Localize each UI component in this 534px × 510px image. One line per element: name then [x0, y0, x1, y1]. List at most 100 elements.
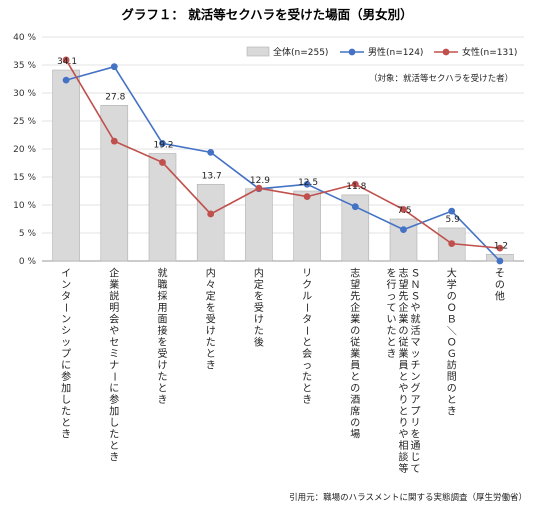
- category-label-char: 就: [411, 313, 421, 326]
- category-label-char: と: [302, 383, 312, 395]
- category-label-char: 望: [399, 278, 409, 291]
- category-label-char: グ: [411, 382, 421, 395]
- bar: [196, 183, 225, 262]
- legend: 全体(n=255) 男性(n=124) 女性(n=131): [246, 46, 517, 58]
- line-point: [159, 140, 166, 147]
- category-label-char: Ｇ: [447, 349, 457, 360]
- category-label-char: ー: [60, 303, 71, 313]
- category-label-char: と: [61, 417, 71, 429]
- category-label-char: 企: [350, 301, 360, 314]
- category-label-char: や: [399, 429, 409, 441]
- category-label-char: 会: [302, 347, 312, 360]
- category-label-char: た: [109, 429, 119, 441]
- category-label-char: 志: [399, 267, 409, 280]
- line-point: [110, 137, 118, 145]
- category-labels: インターンシップに参加したとき企業説明会やセミナーに参加したとき就職採用面接を受…: [60, 267, 505, 476]
- line-point: [351, 203, 359, 211]
- category-label-char: き: [109, 452, 119, 464]
- category-label-char: 談: [399, 451, 409, 464]
- category-label-char: 受: [158, 348, 168, 360]
- category-label-char: 業: [350, 347, 360, 360]
- category-label-char: 従: [399, 336, 409, 349]
- category-label-char: 接: [158, 324, 168, 337]
- line-point: [255, 184, 263, 192]
- category-label-char: の: [350, 326, 360, 337]
- category-label-char: ン: [411, 372, 421, 383]
- category-label-char: 就: [158, 267, 168, 280]
- category-label-char: マ: [411, 338, 421, 349]
- category-label-char: て: [387, 303, 397, 314]
- category-label-char: 大: [447, 267, 457, 280]
- category-label-char: セ: [109, 337, 119, 349]
- category-label-char: 場: [350, 428, 360, 441]
- category-label-char: の: [495, 280, 505, 291]
- line-point: [62, 76, 70, 84]
- data-label: 12.9: [250, 176, 270, 186]
- category-label-char: 従: [350, 336, 360, 349]
- category-label-char: 先: [350, 291, 360, 303]
- category-label-char: と: [158, 383, 168, 395]
- chart-title: グラフ１： 就活等セクハラを受けた場面（男女別）: [121, 7, 412, 22]
- category-label-char: 業: [399, 313, 409, 326]
- category-label-char: し: [61, 394, 71, 406]
- category-label-char: 後: [254, 336, 264, 349]
- line-point: [496, 257, 504, 265]
- line-point: [400, 226, 407, 234]
- category-label-char: 行: [387, 278, 397, 291]
- category-label-char: と: [399, 371, 409, 383]
- line-point: [303, 180, 311, 188]
- line-point: [448, 240, 456, 248]
- category-label-char: っ: [387, 292, 397, 303]
- bar: [100, 105, 129, 262]
- category-label-char: し: [109, 417, 119, 429]
- y-tick-label: 15 %: [13, 173, 36, 183]
- category-label-char: シ: [61, 326, 71, 337]
- category-label-char: 学: [447, 278, 457, 291]
- category-label-char: ナ: [109, 360, 119, 372]
- legend-label: 全体(n=255): [273, 46, 328, 58]
- y-tick-label: 5 %: [19, 229, 37, 239]
- category-label-char: 等: [399, 462, 409, 475]
- category-label-char: 業: [350, 313, 360, 326]
- category-label-char: と: [206, 348, 216, 360]
- category-label-char: Ｓ: [411, 269, 421, 280]
- category-label-char: 望: [350, 278, 360, 291]
- data-label: 34.1: [57, 57, 77, 67]
- category-label-char: い: [387, 315, 397, 326]
- category-label-char: ー: [301, 326, 312, 336]
- data-label: 13.7: [202, 171, 222, 181]
- category-label-char: と: [399, 406, 409, 418]
- category-label-char: 相: [399, 439, 409, 452]
- y-tick-label: 30 %: [13, 89, 36, 99]
- category-label-char: ル: [302, 292, 312, 303]
- y-axis-tick-labels: 0 % 5 % 10 % 15 % 20 % 25 % 30 % 35 % 40 %: [13, 33, 36, 267]
- line-point: [448, 207, 456, 215]
- category-label-char: ア: [411, 395, 421, 406]
- category-label-char: 業: [399, 347, 409, 360]
- category-label-char: と: [447, 394, 457, 406]
- category-label-char: 参: [61, 370, 71, 383]
- legend-label: 男性(n=124): [368, 46, 423, 58]
- data-label: 19.2: [153, 140, 173, 150]
- category-label-char: 志: [350, 267, 360, 280]
- category-label-char: け: [206, 325, 216, 337]
- category-label-char: 企: [399, 301, 409, 314]
- y-tick-label: 20 %: [13, 145, 36, 155]
- data-label: 11.8: [346, 182, 366, 192]
- category-label-char: き: [61, 429, 71, 441]
- category-label-char: 明: [109, 302, 119, 314]
- category-label-char: 通: [411, 440, 421, 452]
- y-tick-label: 10 %: [13, 201, 36, 211]
- category-label-char: そ: [495, 268, 505, 280]
- category-label-char: き: [158, 394, 168, 406]
- category-label-char: リ: [411, 418, 421, 429]
- category-label-char: け: [158, 360, 168, 372]
- line-point: [207, 210, 215, 218]
- category-label-char: タ: [302, 314, 312, 326]
- category-label-char: を: [411, 429, 421, 441]
- category-label-char: っ: [302, 361, 312, 372]
- line-point: [62, 56, 70, 64]
- bar: [52, 69, 80, 262]
- category-label-char: た: [387, 325, 397, 337]
